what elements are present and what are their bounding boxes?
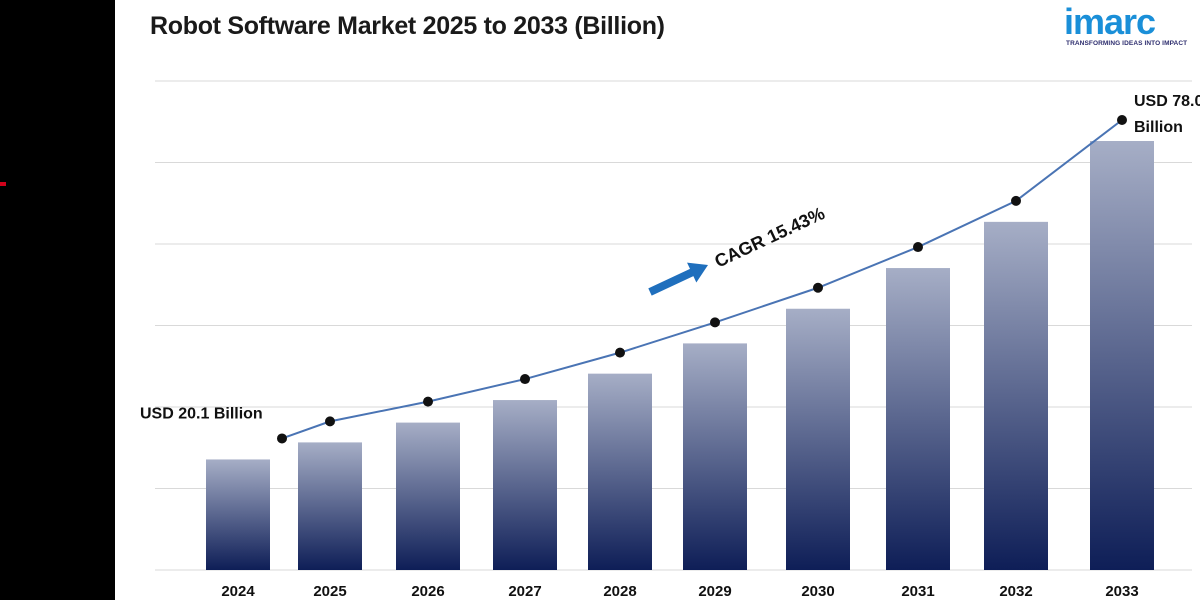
end-value-label-line2: Billion: [1134, 119, 1183, 136]
bar-2025: [298, 442, 362, 570]
bar-2030: [786, 308, 850, 570]
x-tick-label: 2032: [999, 583, 1032, 600]
bar-2032: [984, 221, 1048, 570]
trend-point-2030: [813, 282, 823, 293]
x-tick-label: 2027: [508, 583, 541, 600]
left-dark-panel: [0, 0, 115, 600]
chart-title: Robot Software Market 2025 to 2033 (Bill…: [150, 12, 665, 40]
end-value-label-line1: USD 78.0: [1134, 93, 1200, 110]
trend-point-2029: [710, 317, 720, 328]
bar-2031: [886, 268, 950, 570]
arrow-icon: [648, 262, 709, 296]
logo-wordmark: imarc: [1064, 1, 1156, 42]
x-tick-label: 2031: [901, 583, 934, 600]
x-tick-label: 2029: [698, 583, 731, 600]
trend-line: [277, 115, 1127, 444]
bar-2024: [206, 459, 270, 570]
trend-point-2026: [423, 396, 433, 407]
trend-point-2028: [615, 347, 625, 358]
x-tick-label: 2028: [603, 583, 636, 600]
x-tick-label: 2033: [1105, 583, 1138, 600]
bar-2028: [588, 373, 652, 570]
trend-line-path: [281, 119, 1123, 440]
cagr-label: CAGR 15.43%: [711, 203, 827, 271]
x-tick-label: 2024: [221, 583, 255, 600]
imarc-logo: imarc TRANSFORMING IDEAS INTO IMPACT: [1062, 0, 1192, 52]
bar-2029: [683, 343, 747, 570]
x-tick-label: 2025: [313, 583, 346, 600]
trend-point-2027: [520, 374, 530, 385]
red-accent-mark: [0, 182, 6, 186]
trend-point-2024: [277, 433, 287, 444]
trend-point-2032: [1011, 195, 1021, 206]
bars: [206, 141, 1154, 570]
start-value-label: USD 20.1 Billion: [140, 405, 263, 422]
bar-2033: [1090, 141, 1154, 570]
x-tick-label: 2030: [801, 583, 834, 600]
bar-2026: [396, 422, 460, 570]
x-tick-label: 2026: [411, 583, 444, 600]
trend-point-2033: [1117, 115, 1127, 125]
cagr-annotation: CAGR 15.43%: [648, 203, 828, 296]
logo-tagline: TRANSFORMING IDEAS INTO IMPACT: [1066, 40, 1188, 47]
trend-point-2031: [913, 242, 923, 253]
bar-2027: [493, 400, 557, 570]
trend-point-2025: [325, 416, 335, 427]
